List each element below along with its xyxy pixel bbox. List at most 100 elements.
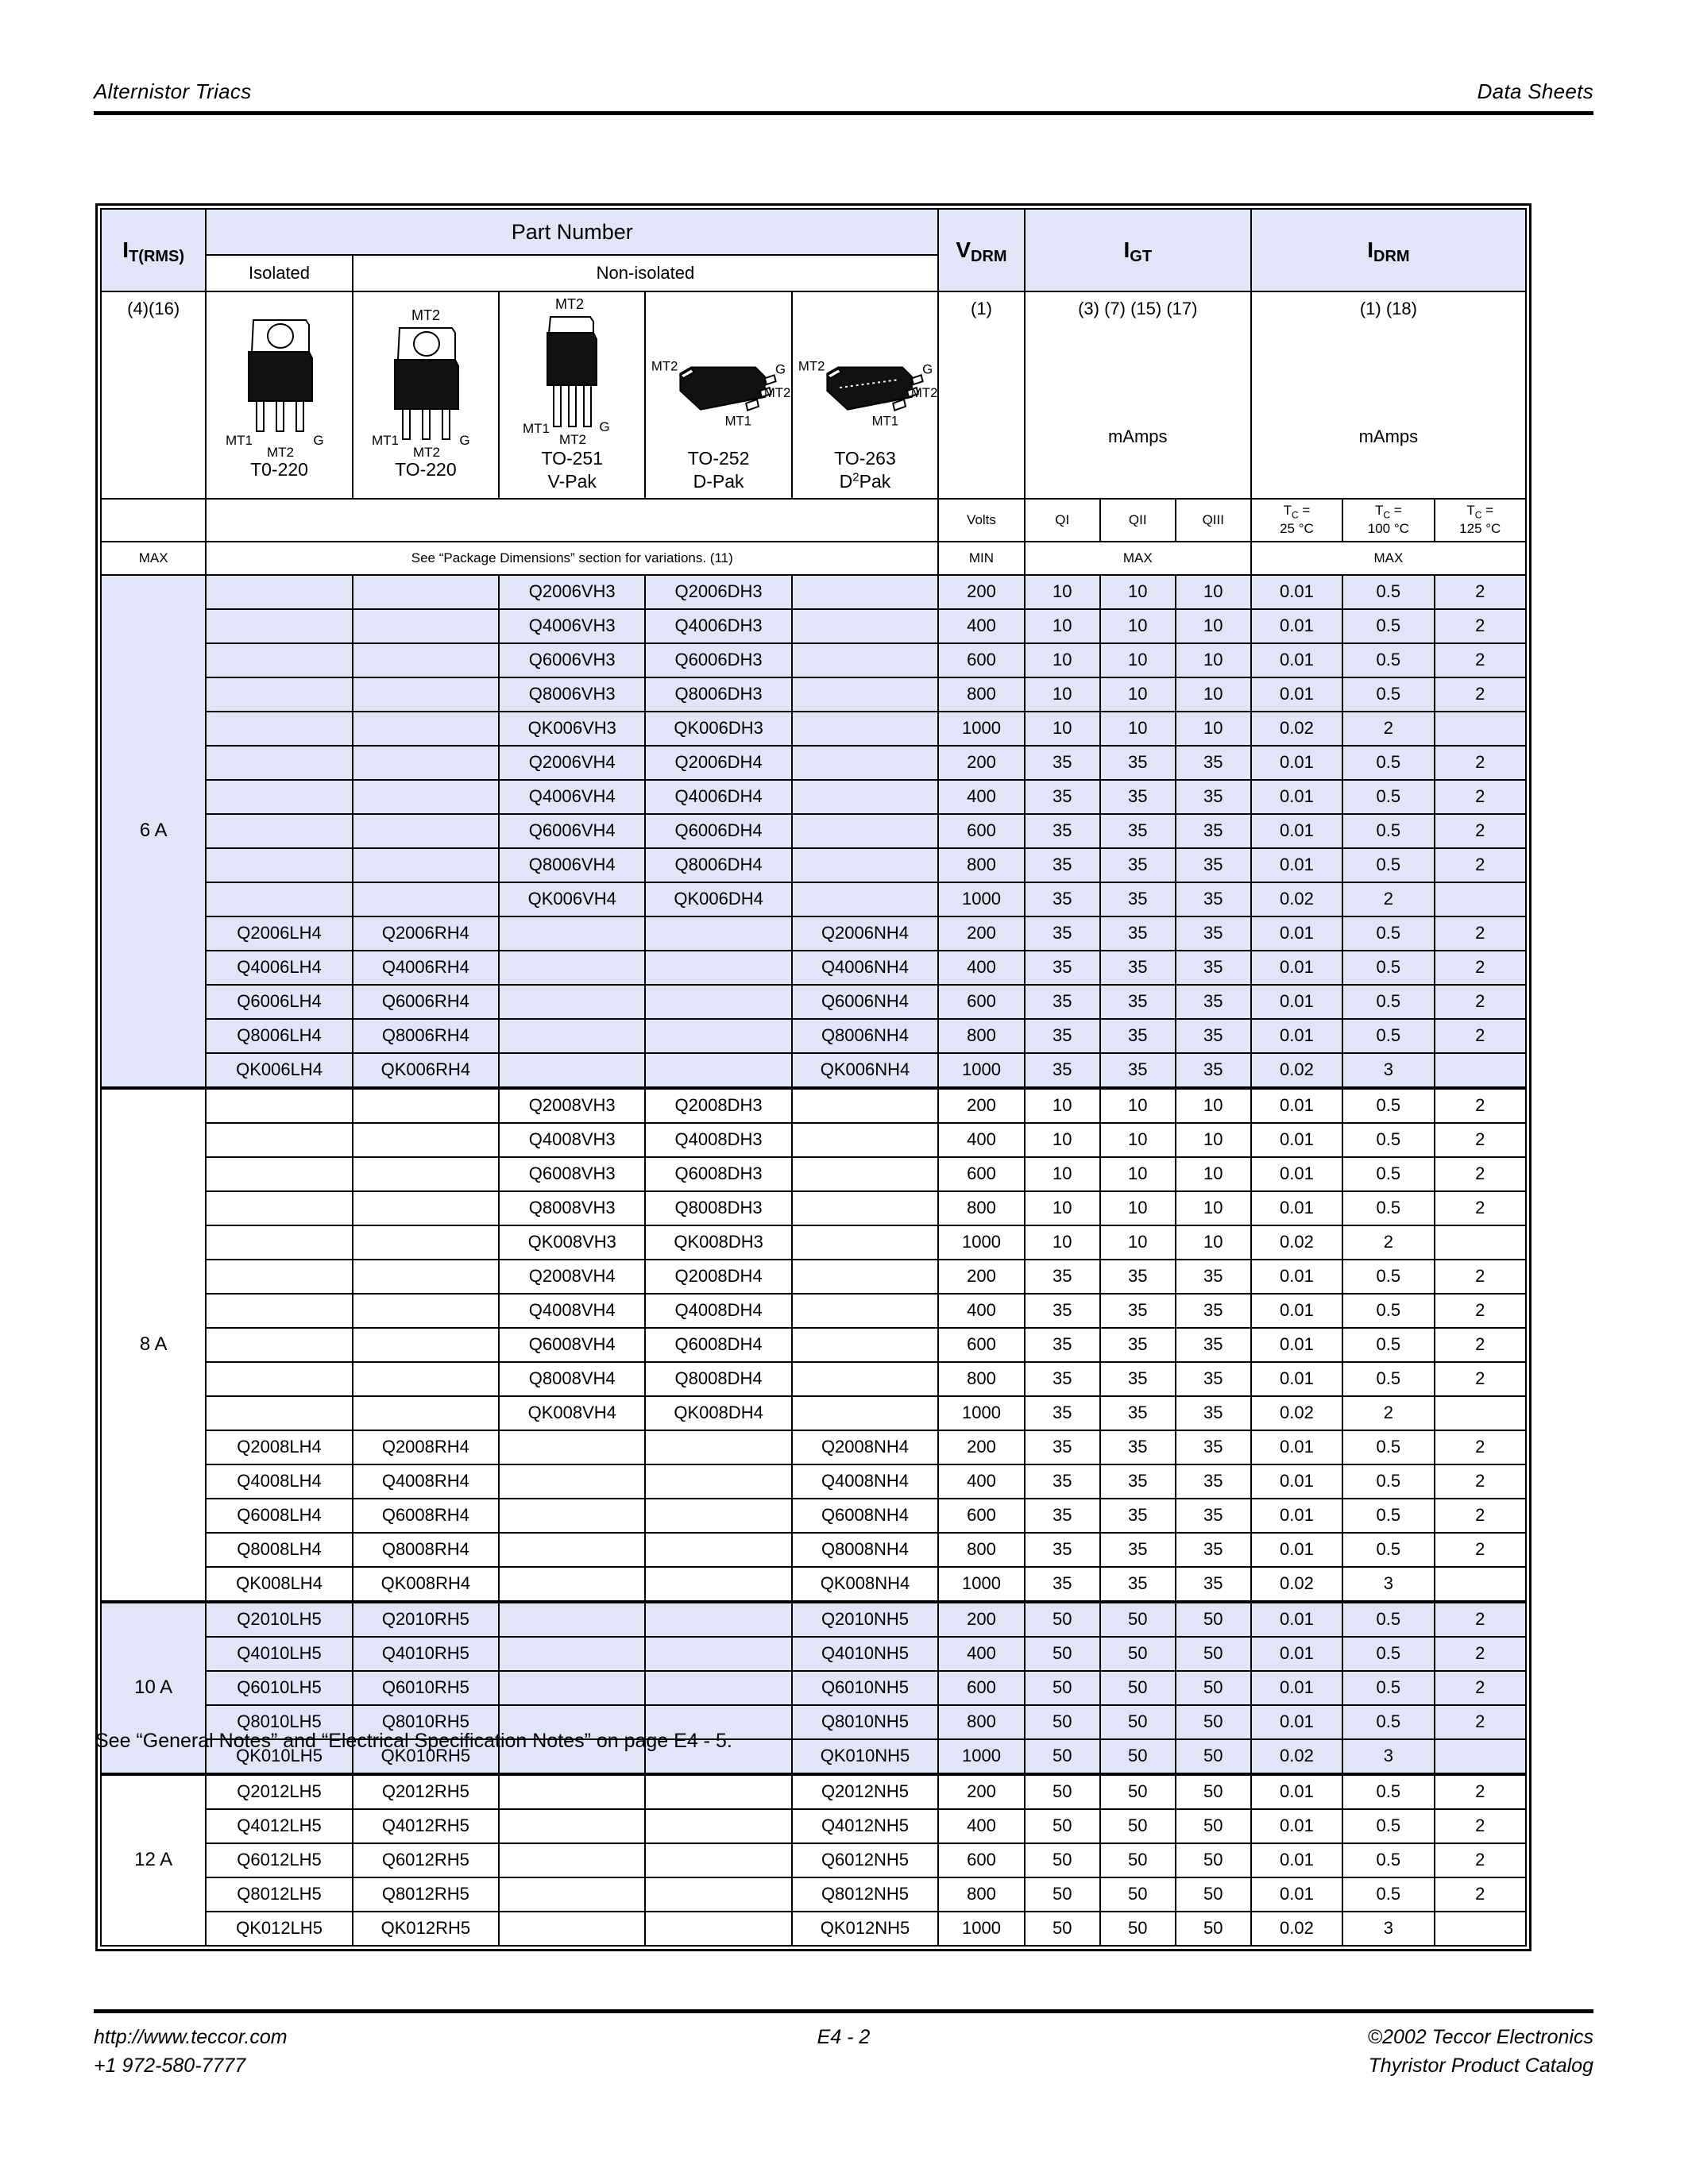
package-image-to220-isolated: MT1 MT2 G [207, 303, 351, 458]
cell-iso: Q8006LH4 [205, 1017, 353, 1054]
cell-tc25: 0.01 [1250, 1121, 1344, 1158]
cell-d2pak [790, 1190, 940, 1226]
cell-dpak [644, 1910, 793, 1947]
cell-q2: 10 [1099, 710, 1176, 747]
cell-d2pak: Q6006NH4 [790, 983, 940, 1020]
cell-iso [205, 744, 353, 781]
cell-d2pak [790, 1360, 940, 1397]
table-row: Q6006LH4 Q6006RH4 Q6006NH4 600 35 35 35 0.01 0.5… [101, 983, 1527, 1020]
temp-100c: TC = 100 °C [1342, 497, 1435, 542]
cell-iso: Q6008LH4 [205, 1497, 353, 1534]
cell-q1: 35 [1023, 1429, 1101, 1465]
igt-unit-label: mAmps [1107, 426, 1168, 446]
cell-q2: 50 [1099, 1876, 1176, 1912]
cell-iso [205, 573, 353, 610]
col-header-it-rms: IT(RMS) [99, 208, 207, 292]
cell-q3: 35 [1174, 1360, 1252, 1397]
table-row: QK008VH3 QK008DH3 1000 10 10 10 0.02 2 [101, 1224, 1527, 1260]
cell-vdrm: 1000 [937, 1910, 1026, 1947]
footer-url[interactable]: http://www.teccor.com [94, 2026, 288, 2048]
cell-iso: Q4012LH5 [205, 1808, 353, 1844]
cell-iso [205, 812, 353, 849]
cell-noniso [351, 744, 500, 781]
cell-vpak [498, 1565, 647, 1603]
cell-tc125 [1433, 1565, 1527, 1603]
cell-d2pak [790, 1292, 940, 1329]
cell-iso: Q4008LH4 [205, 1463, 353, 1499]
footer-publisher: ©2002 Teccor Electronics Thyristor Produ… [1094, 2023, 1593, 2081]
cell-q3: 35 [1174, 983, 1252, 1020]
cell-q2: 35 [1099, 812, 1176, 849]
cell-vpak [498, 1738, 647, 1775]
header-row-units: Volts QI QII QIII TC = 25 °C TC = 100 °C T… [99, 497, 1527, 542]
cell-tc100: 0.5 [1342, 573, 1435, 610]
cell-tc100: 2 [1342, 1395, 1435, 1431]
cell-tc25: 0.01 [1250, 1463, 1344, 1499]
cell-tc25: 0.02 [1250, 881, 1344, 917]
cell-iso: Q8010LH5 [205, 1704, 353, 1740]
cell-noniso [351, 1360, 500, 1397]
cell-q3: 35 [1174, 1326, 1252, 1363]
svg-text:MT2: MT2 [764, 385, 791, 400]
table-row: Q8012LH5 Q8012RH5 Q8012NH5 800 50 50 50 0.01 0.5… [101, 1876, 1527, 1912]
cell-q3: 35 [1174, 744, 1252, 781]
cell-tc25: 0.01 [1250, 608, 1344, 644]
cell-tc100: 0.5 [1342, 1497, 1435, 1534]
current-rating-cell: 6 A [99, 573, 207, 1089]
cell-dpak [644, 1599, 793, 1638]
cell-dpak: QK006DH3 [644, 710, 793, 747]
cell-iso [205, 881, 353, 917]
cell-q1: 35 [1023, 1395, 1101, 1431]
cell-tc25: 0.01 [1250, 642, 1344, 678]
cell-q2: 35 [1099, 1531, 1176, 1568]
cell-q1: 35 [1023, 1258, 1101, 1295]
cell-dpak: Q8006DH4 [644, 847, 793, 883]
cell-tc125: 2 [1433, 676, 1527, 712]
package-cell-to220: MT2 MT1 MT2 G TO-220 [351, 291, 500, 500]
cell-noniso: Q2010RH5 [351, 1599, 500, 1638]
page-header: Alternistor Triacs Data Sheets [94, 79, 1593, 115]
cell-noniso [351, 1086, 500, 1124]
cell-tc25: 0.01 [1250, 1635, 1344, 1672]
cell-d2pak: QK006NH4 [790, 1051, 940, 1089]
cell-tc25: 0.02 [1250, 1051, 1344, 1089]
cell-tc100: 0.5 [1342, 1429, 1435, 1465]
package-cell-vpak: MT2 MT1 MT2 G TO-251 V-Pak [498, 291, 647, 500]
table-row: Q8008VH3 Q8008DH3 800 10 10 10 0.01 0.5 2 [101, 1190, 1527, 1226]
cell-tc125: 2 [1433, 1669, 1527, 1706]
cell-vdrm: 800 [937, 1704, 1026, 1740]
cell-d2pak [790, 847, 940, 883]
footer-rule [94, 2009, 1593, 2013]
cell-vpak [498, 1429, 647, 1465]
cell-noniso [351, 642, 500, 678]
cell-tc125: 2 [1433, 812, 1527, 849]
footnote-it-rms: (4)(16) [99, 291, 207, 500]
cell-q1: 35 [1023, 812, 1101, 849]
table-footnote: See “General Notes” and “Electrical Spec… [95, 1730, 732, 1752]
cell-q1: 35 [1023, 778, 1101, 815]
cell-tc125 [1433, 1051, 1527, 1089]
cell-vdrm: 400 [937, 1292, 1026, 1329]
cell-d2pak: QK012NH5 [790, 1910, 940, 1947]
cell-tc125: 2 [1433, 949, 1527, 986]
table-row: QK008LH4 QK008RH4 QK008NH4 1000 35 35 35 0.02 3 [101, 1565, 1527, 1603]
footer-catalog: Thyristor Product Catalog [1368, 2055, 1593, 2078]
cell-tc100: 0.5 [1342, 642, 1435, 678]
cell-dpak: QK008DH3 [644, 1224, 793, 1260]
cell-d2pak [790, 812, 940, 849]
cell-noniso: Q4008RH4 [351, 1463, 500, 1499]
cell-tc25: 0.01 [1250, 1429, 1344, 1465]
cell-tc25: 0.01 [1250, 778, 1344, 815]
cell-vdrm: 1000 [937, 1395, 1026, 1431]
cell-tc25: 0.02 [1250, 1738, 1344, 1775]
cell-vdrm: 400 [937, 1808, 1026, 1844]
cell-dpak: Q2006DH3 [644, 573, 793, 610]
cell-q2: 35 [1099, 1258, 1176, 1295]
cell-d2pak: Q2008NH4 [790, 1429, 940, 1465]
minmax-idrm: MAX [1250, 540, 1528, 576]
col-header-igt: IGT [1023, 208, 1252, 292]
cell-vdrm: 400 [937, 1121, 1026, 1158]
cell-tc100: 2 [1342, 710, 1435, 747]
cell-q1: 35 [1023, 1531, 1101, 1568]
cell-q3: 35 [1174, 915, 1252, 951]
